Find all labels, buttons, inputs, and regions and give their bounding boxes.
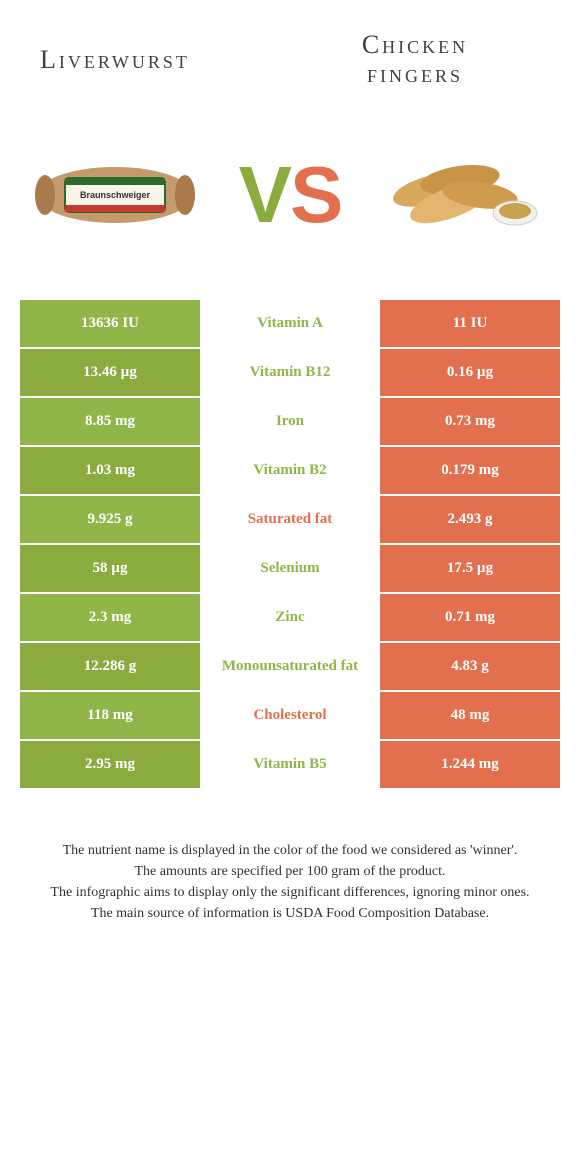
footer-line-4: The main source of information is USDA F… [30, 903, 550, 924]
nutrient-name: Selenium [200, 545, 380, 594]
nutrient-table: 13636 IUVitamin A11 IU13.46 µgVitamin B1… [20, 300, 560, 790]
svg-text:Braunschweiger: Braunschweiger [80, 190, 151, 200]
footer-notes: The nutrient name is displayed in the co… [0, 790, 580, 944]
nutrient-name: Saturated fat [200, 496, 380, 545]
nutrient-name: Vitamin B5 [200, 741, 380, 790]
food-right-title-l1: Chicken [362, 30, 468, 59]
nutrient-name: Vitamin A [200, 300, 380, 349]
right-value: 1.244 mg [380, 741, 560, 790]
vs-label: VS [239, 149, 342, 241]
liverwurst-image: Braunschweiger [30, 140, 200, 250]
table-row: 2.95 mgVitamin B51.244 mg [20, 741, 560, 790]
left-value: 12.286 g [20, 643, 200, 692]
right-value: 4.83 g [380, 643, 560, 692]
table-row: 12.286 gMonounsaturated fat4.83 g [20, 643, 560, 692]
right-value: 0.16 µg [380, 349, 560, 398]
table-row: 2.3 mgZinc0.71 mg [20, 594, 560, 643]
table-row: 9.925 gSaturated fat2.493 g [20, 496, 560, 545]
left-value: 118 mg [20, 692, 200, 741]
footer-line-1: The nutrient name is displayed in the co… [30, 840, 550, 861]
left-value: 58 µg [20, 545, 200, 594]
nutrient-name: Cholesterol [200, 692, 380, 741]
nutrient-name: Iron [200, 398, 380, 447]
table-row: 118 mgCholesterol48 mg [20, 692, 560, 741]
food-right-title: Chicken fingers [290, 31, 540, 88]
chicken-fingers-image [380, 140, 550, 250]
food-right-title-l2: fingers [367, 59, 463, 88]
right-value: 17.5 µg [380, 545, 560, 594]
table-row: 8.85 mgIron0.73 mg [20, 398, 560, 447]
table-row: 13636 IUVitamin A11 IU [20, 300, 560, 349]
nutrient-name: Monounsaturated fat [200, 643, 380, 692]
table-row: 58 µgSelenium17.5 µg [20, 545, 560, 594]
footer-line-3: The infographic aims to display only the… [30, 882, 550, 903]
nutrient-name: Vitamin B12 [200, 349, 380, 398]
right-value: 0.71 mg [380, 594, 560, 643]
left-value: 2.95 mg [20, 741, 200, 790]
left-value: 1.03 mg [20, 447, 200, 496]
table-row: 1.03 mgVitamin B20.179 mg [20, 447, 560, 496]
table-row: 13.46 µgVitamin B120.16 µg [20, 349, 560, 398]
vs-s: S [290, 150, 341, 239]
header: Liverwurst Chicken fingers [0, 0, 580, 110]
right-value: 11 IU [380, 300, 560, 349]
right-value: 0.179 mg [380, 447, 560, 496]
food-left-title: Liverwurst [40, 46, 290, 75]
footer-line-2: The amounts are specified per 100 gram o… [30, 861, 550, 882]
vs-row: Braunschweiger VS [0, 110, 580, 300]
right-value: 0.73 mg [380, 398, 560, 447]
left-value: 13636 IU [20, 300, 200, 349]
left-value: 13.46 µg [20, 349, 200, 398]
nutrient-name: Zinc [200, 594, 380, 643]
vs-v: V [239, 150, 290, 239]
left-value: 8.85 mg [20, 398, 200, 447]
left-value: 9.925 g [20, 496, 200, 545]
nutrient-name: Vitamin B2 [200, 447, 380, 496]
right-value: 48 mg [380, 692, 560, 741]
right-value: 2.493 g [380, 496, 560, 545]
left-value: 2.3 mg [20, 594, 200, 643]
